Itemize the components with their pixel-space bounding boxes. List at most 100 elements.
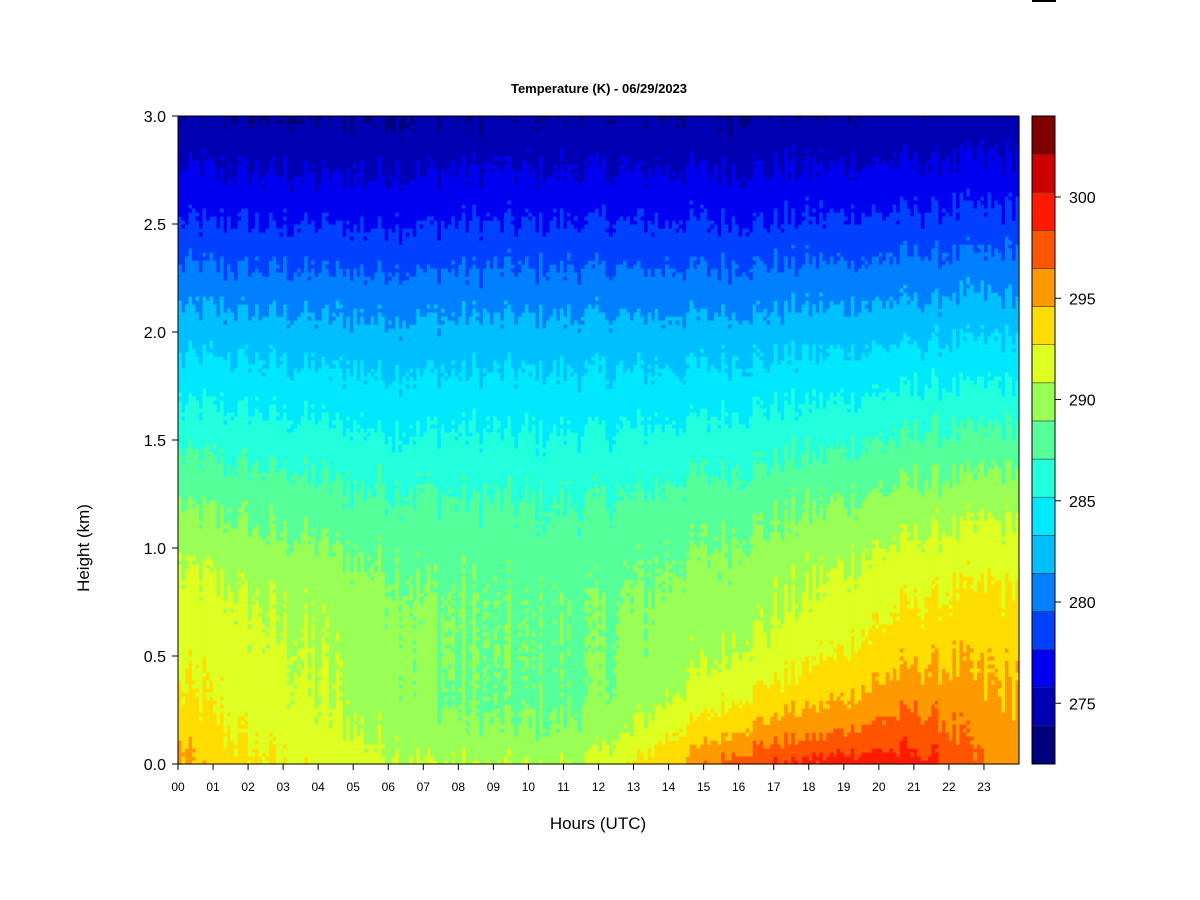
heatmap-cell	[482, 428, 487, 485]
heatmap-cell	[339, 368, 344, 421]
heatmap-cell	[496, 604, 501, 625]
heatmap-cell	[644, 612, 649, 625]
heatmap-cell	[619, 416, 624, 421]
heatmap-cell	[780, 360, 785, 421]
heatmap-cell	[623, 116, 628, 157]
heatmap-cell	[465, 184, 470, 233]
heatmap-cell	[682, 488, 687, 497]
heatmap-cell	[609, 524, 614, 529]
heatmap-cell	[819, 292, 824, 297]
heatmap-cell	[332, 424, 337, 429]
heatmap-cell	[556, 176, 561, 181]
heatmap-cell	[454, 504, 459, 513]
heatmap-cell	[619, 496, 624, 501]
heatmap-cell	[556, 272, 561, 321]
heatmap-cell	[616, 740, 621, 765]
colorbar-bin	[1031, 725, 1056, 765]
heatmap-cell	[990, 460, 996, 465]
heatmap-cell	[728, 760, 733, 765]
heatmap-cell	[185, 404, 190, 449]
heatmap-cell	[566, 164, 572, 213]
heatmap-cell	[945, 256, 950, 261]
heatmap-cell	[566, 484, 572, 493]
heatmap-cell	[276, 540, 281, 617]
heatmap-cell	[854, 516, 859, 521]
heatmap-cell	[524, 484, 530, 589]
heatmap-cell	[255, 352, 260, 397]
heatmap-cell	[990, 332, 996, 381]
heatmap-cell	[570, 508, 575, 717]
heatmap-cell	[426, 156, 431, 161]
heatmap-cell	[780, 124, 785, 177]
heatmap-cell	[587, 488, 593, 573]
heatmap-cell	[864, 264, 869, 269]
heatmap-cell	[412, 384, 417, 389]
heatmap-cell	[454, 432, 459, 437]
heatmap-cell	[437, 448, 442, 521]
heatmap-cell	[363, 236, 368, 241]
heatmap-cell	[847, 180, 852, 225]
heatmap-cell	[458, 688, 463, 693]
heatmap-cell	[293, 540, 298, 641]
heatmap-cell	[735, 268, 740, 277]
heatmap-cell	[573, 180, 579, 217]
heatmap-cell	[962, 340, 968, 381]
heatmap-cell	[335, 652, 340, 665]
heatmap-cell	[595, 416, 600, 473]
heatmap-cell	[349, 572, 354, 581]
heatmap-cell	[654, 572, 659, 577]
heatmap-cell	[696, 416, 701, 477]
heatmap-cell	[675, 128, 680, 177]
heatmap-cell	[195, 260, 200, 297]
heatmap-cell	[311, 116, 316, 165]
heatmap-cell	[661, 488, 666, 493]
heatmap-cell	[640, 164, 645, 173]
heatmap-cell	[468, 700, 473, 709]
heatmap-cell	[381, 432, 386, 485]
heatmap-cell	[223, 608, 228, 613]
heatmap-cell	[644, 116, 649, 121]
heatmap-cell	[304, 756, 309, 765]
heatmap-cell	[279, 468, 284, 533]
heatmap-cell	[363, 324, 368, 377]
heatmap-cell	[987, 568, 992, 649]
heatmap-cell	[847, 516, 852, 577]
heatmap-cell	[987, 648, 992, 653]
heatmap-cell	[724, 368, 729, 373]
heatmap-cell	[759, 520, 764, 525]
heatmap-cell	[728, 284, 733, 321]
heatmap-cell	[815, 592, 820, 601]
heatmap-cell	[612, 504, 617, 509]
heatmap-cell	[927, 116, 932, 161]
heatmap-cell	[707, 232, 712, 277]
heatmap-cell	[325, 532, 330, 537]
heatmap-cell	[854, 124, 859, 129]
heatmap-cell	[931, 332, 936, 369]
heatmap-cell	[528, 168, 533, 173]
heatmap-cell	[843, 316, 848, 361]
heatmap-cell	[920, 724, 925, 761]
heatmap-cell	[398, 116, 403, 133]
heatmap-cell	[416, 568, 421, 749]
heatmap-cell	[458, 500, 463, 593]
heatmap-cell	[321, 356, 326, 405]
heatmap-cell	[812, 564, 817, 657]
heatmap-cell	[307, 116, 312, 121]
heatmap-cell	[244, 456, 249, 501]
heatmap-cell	[994, 152, 999, 201]
heatmap-cell	[805, 488, 810, 553]
heatmap-cell	[1004, 508, 1010, 513]
y-tick-label: 0.0	[144, 757, 166, 774]
heatmap-cell	[363, 284, 368, 325]
heatmap-cell	[510, 216, 515, 221]
heatmap-cell	[279, 364, 284, 421]
heatmap-cell	[202, 388, 207, 449]
heatmap-cell	[580, 704, 586, 765]
heatmap-cell	[535, 116, 540, 125]
heatmap-cell	[447, 172, 452, 177]
heatmap-cell	[854, 412, 859, 461]
heatmap-cell	[819, 444, 824, 489]
heatmap-cell	[731, 648, 736, 653]
heatmap-cell	[209, 452, 214, 501]
heatmap-cell	[332, 368, 337, 421]
